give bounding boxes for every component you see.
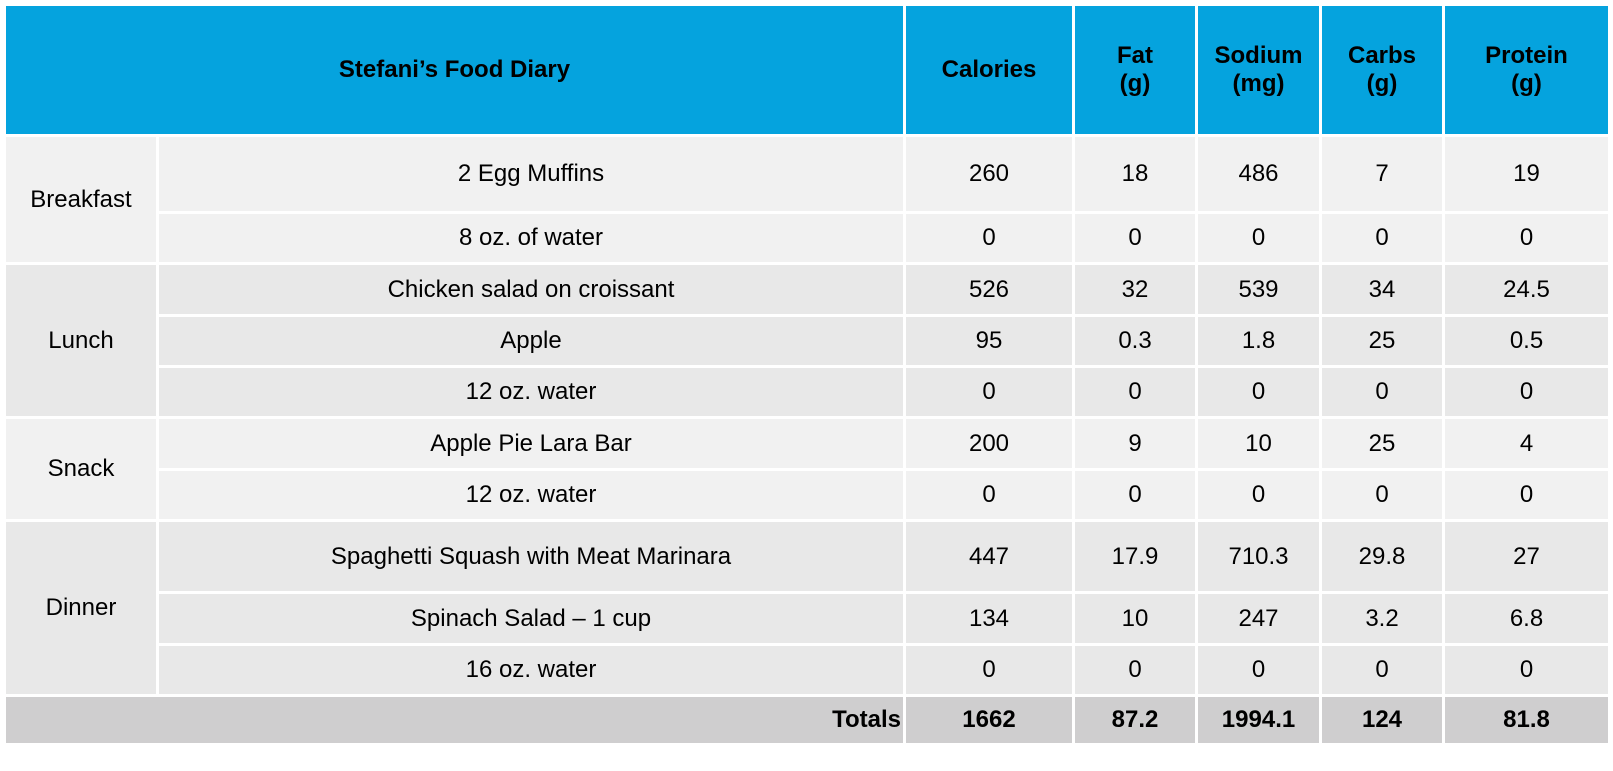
food-diary-slide: Stefani’s Food Diary Calories Fat (g) So… bbox=[3, 3, 1611, 767]
calories-value: 0 bbox=[903, 365, 1075, 419]
carbs-value: 25 bbox=[1319, 314, 1445, 368]
column-header-fat: Fat (g) bbox=[1072, 3, 1198, 137]
column-header-sodium-label: Sodium (mg) bbox=[1214, 42, 1303, 97]
total-protein: 81.8 bbox=[1442, 694, 1611, 746]
total-sodium: 1994.1 bbox=[1195, 694, 1322, 746]
meal-label-breakfast: Breakfast bbox=[3, 134, 159, 265]
fat-value: 10 bbox=[1072, 591, 1198, 646]
carbs-value: 34 bbox=[1319, 262, 1445, 317]
protein-value: 6.8 bbox=[1442, 591, 1611, 646]
carbs-value: 0 bbox=[1319, 468, 1445, 522]
sodium-value: 0 bbox=[1195, 211, 1322, 265]
fat-value: 9 bbox=[1072, 416, 1198, 471]
calories-value: 95 bbox=[903, 314, 1075, 368]
protein-value: 0 bbox=[1442, 365, 1611, 419]
meal-label-dinner: Dinner bbox=[3, 519, 159, 697]
food-name: Apple Pie Lara Bar bbox=[156, 416, 906, 471]
totals-label: Totals bbox=[3, 694, 906, 746]
protein-value: 4 bbox=[1442, 416, 1611, 471]
calories-value: 200 bbox=[903, 416, 1075, 471]
total-carbs: 124 bbox=[1319, 694, 1445, 746]
food-name: 12 oz. water bbox=[156, 468, 906, 522]
column-header-carbs: Carbs (g) bbox=[1319, 3, 1445, 137]
table-row: 16 oz. water 0 0 0 0 0 bbox=[5, 643, 1611, 697]
sodium-value: 1.8 bbox=[1195, 314, 1322, 368]
table-row: 8 oz. of water 0 0 0 0 0 bbox=[5, 211, 1611, 265]
calories-value: 447 bbox=[903, 519, 1075, 594]
food-name: Spinach Salad – 1 cup bbox=[156, 591, 906, 646]
column-header-carbs-label: Carbs (g) bbox=[1347, 42, 1417, 97]
food-name: 8 oz. of water bbox=[156, 211, 906, 265]
carbs-value: 7 bbox=[1319, 134, 1445, 214]
calories-value: 134 bbox=[903, 591, 1075, 646]
sodium-value: 10 bbox=[1195, 416, 1322, 471]
table-row: Apple 95 0.3 1.8 25 0.5 bbox=[5, 314, 1611, 368]
table-row: 12 oz. water 0 0 0 0 0 bbox=[5, 365, 1611, 419]
column-header-calories: Calories bbox=[903, 3, 1075, 137]
sodium-value: 247 bbox=[1195, 591, 1322, 646]
table-row: Snack Apple Pie Lara Bar 200 9 10 25 4 bbox=[3, 416, 1611, 522]
column-header-sodium: Sodium (mg) bbox=[1195, 3, 1322, 137]
calories-value: 0 bbox=[903, 211, 1075, 265]
fat-value: 0 bbox=[1072, 468, 1198, 522]
table-row: Breakfast 2 Egg Muffins 260 18 486 7 19 bbox=[3, 134, 1611, 265]
fat-value: 0 bbox=[1072, 211, 1198, 265]
food-name: 12 oz. water bbox=[156, 365, 906, 419]
protein-value: 0 bbox=[1442, 468, 1611, 522]
meal-label-snack: Snack bbox=[3, 416, 159, 522]
protein-value: 0 bbox=[1442, 211, 1611, 265]
column-header-protein-label: Protein (g) bbox=[1485, 42, 1568, 97]
sodium-value: 486 bbox=[1195, 134, 1322, 214]
sodium-value: 710.3 bbox=[1195, 519, 1322, 594]
meal-label-lunch: Lunch bbox=[3, 262, 159, 419]
total-calories: 1662 bbox=[903, 694, 1075, 746]
fat-value: 0 bbox=[1072, 643, 1198, 697]
table-row: Lunch Chicken salad on croissant 526 32 … bbox=[3, 262, 1611, 419]
protein-value: 24.5 bbox=[1442, 262, 1611, 317]
table-row: 12 oz. water 0 0 0 0 0 bbox=[5, 468, 1611, 522]
carbs-value: 3.2 bbox=[1319, 591, 1445, 646]
fat-value: 18 bbox=[1072, 134, 1198, 214]
protein-value: 0.5 bbox=[1442, 314, 1611, 368]
calories-value: 0 bbox=[903, 643, 1075, 697]
sodium-value: 0 bbox=[1195, 643, 1322, 697]
food-name: Spaghetti Squash with Meat Marinara bbox=[156, 519, 906, 594]
fat-value: 32 bbox=[1072, 262, 1198, 317]
table-row: Dinner Spaghetti Squash with Meat Marina… bbox=[3, 519, 1611, 697]
calories-value: 526 bbox=[903, 262, 1075, 317]
fat-value: 0 bbox=[1072, 365, 1198, 419]
column-header-protein: Protein (g) bbox=[1442, 3, 1611, 137]
carbs-value: 29.8 bbox=[1319, 519, 1445, 594]
sodium-value: 0 bbox=[1195, 468, 1322, 522]
sodium-value: 0 bbox=[1195, 365, 1322, 419]
table-row: Spinach Salad – 1 cup 134 10 247 3.2 6.8 bbox=[5, 591, 1611, 646]
calories-value: 0 bbox=[903, 468, 1075, 522]
protein-value: 27 bbox=[1442, 519, 1611, 594]
table-title: Stefani’s Food Diary bbox=[3, 3, 906, 137]
protein-value: 19 bbox=[1442, 134, 1611, 214]
protein-value: 0 bbox=[1442, 643, 1611, 697]
column-header-fat-label: Fat (g) bbox=[1117, 42, 1153, 97]
calories-value: 260 bbox=[903, 134, 1075, 214]
carbs-value: 0 bbox=[1319, 643, 1445, 697]
food-name: Chicken salad on croissant bbox=[156, 262, 906, 317]
header-row: Stefani’s Food Diary Calories Fat (g) So… bbox=[3, 3, 1611, 137]
sodium-value: 539 bbox=[1195, 262, 1322, 317]
total-fat: 87.2 bbox=[1072, 694, 1198, 746]
fat-value: 17.9 bbox=[1072, 519, 1198, 594]
food-diary-table: Stefani’s Food Diary Calories Fat (g) So… bbox=[3, 3, 1611, 746]
food-name: 2 Egg Muffins bbox=[156, 134, 906, 214]
totals-row: Totals 1662 87.2 1994.1 124 81.8 bbox=[3, 694, 1611, 746]
carbs-value: 0 bbox=[1319, 211, 1445, 265]
carbs-value: 0 bbox=[1319, 365, 1445, 419]
carbs-value: 25 bbox=[1319, 416, 1445, 471]
fat-value: 0.3 bbox=[1072, 314, 1198, 368]
food-name: Apple bbox=[156, 314, 906, 368]
food-name: 16 oz. water bbox=[156, 643, 906, 697]
